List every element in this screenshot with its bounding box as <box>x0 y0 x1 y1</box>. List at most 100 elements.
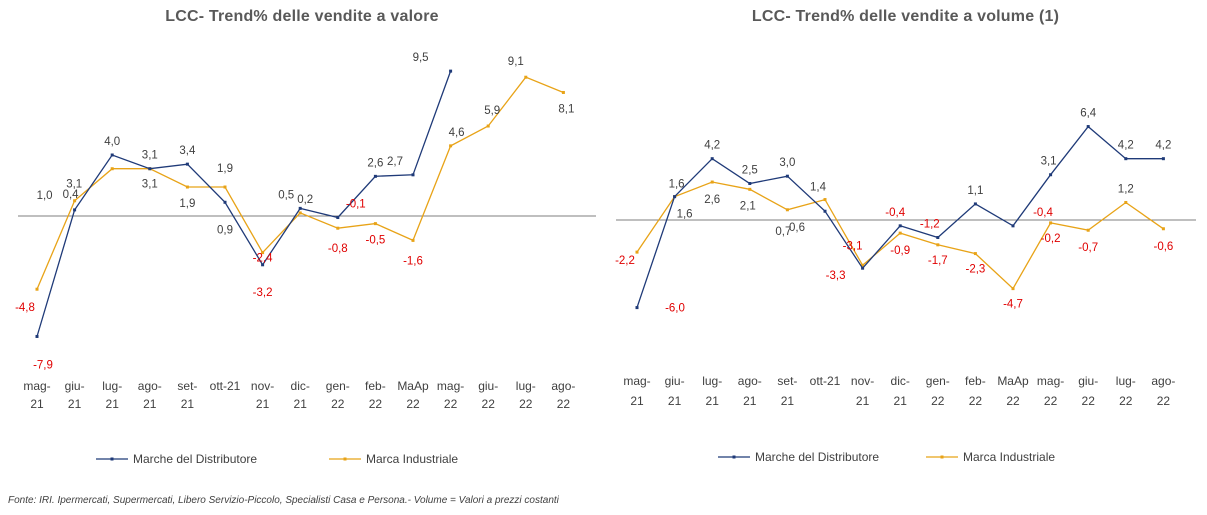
data-point <box>373 174 377 178</box>
data-point <box>223 200 227 204</box>
data-label: 1,1 <box>967 185 983 197</box>
data-point <box>1124 157 1128 161</box>
data-point <box>635 250 639 254</box>
data-label: 4,0 <box>104 136 120 148</box>
x-tick-label: giu- <box>478 379 498 393</box>
data-point <box>936 243 940 247</box>
x-tick-label: 22 <box>557 397 571 411</box>
data-point <box>110 153 114 157</box>
data-label: -6,0 <box>665 303 685 315</box>
x-tick-label: mag- <box>23 379 50 393</box>
x-tick-label: lug- <box>702 374 722 388</box>
x-tick-label: feb- <box>365 379 386 393</box>
legend-label: Marca Industriale <box>366 452 458 466</box>
x-tick-label: ott-21 <box>810 374 841 388</box>
x-tick-label: dic- <box>291 379 310 393</box>
chart-title: LCC- Trend% delle vendite a valore <box>165 8 439 25</box>
data-label: -4,7 <box>1003 299 1023 311</box>
data-point <box>449 69 453 73</box>
data-label: 1,9 <box>217 163 233 175</box>
x-tick-label: 22 <box>1082 394 1096 408</box>
x-tick-label: 22 <box>931 394 945 408</box>
data-point <box>1161 157 1165 161</box>
data-label: -4,8 <box>15 302 35 314</box>
data-label: 0,4 <box>63 189 80 201</box>
x-tick-label: giu- <box>665 374 685 388</box>
legend-label: Marche del Distributore <box>755 450 879 464</box>
data-label: 5,9 <box>484 105 500 117</box>
data-point <box>673 195 677 199</box>
x-tick-label: giu- <box>1078 374 1098 388</box>
data-point <box>1011 287 1015 291</box>
data-label: -7,9 <box>33 359 53 371</box>
data-label: 1,6 <box>677 209 693 221</box>
x-tick-label: lug- <box>516 379 536 393</box>
data-label: 2,5 <box>742 165 758 177</box>
data-label: 4,2 <box>704 140 720 152</box>
data-point <box>449 144 453 148</box>
data-label: -0,9 <box>890 245 910 257</box>
legend-marker <box>732 455 736 459</box>
data-point <box>973 202 977 206</box>
data-label: 1,6 <box>669 179 685 191</box>
chart-valore-plot: mag- 21 giu- 21 lug- 21 ago- 21 set- 21 ott-21 nov-… <box>15 52 596 466</box>
data-point <box>298 211 302 215</box>
x-tick-label: 21 <box>256 397 270 411</box>
data-label: 0,6 <box>789 222 805 234</box>
data-label: -1,7 <box>928 255 948 267</box>
x-tick-label: 22 <box>969 394 983 408</box>
data-label: 0,5 <box>278 189 294 201</box>
chart-volume: LCC- Trend% delle vendite a volume (1) m… <box>604 0 1207 480</box>
x-tick-label: mag- <box>623 374 650 388</box>
data-label: 0,7 <box>775 226 791 238</box>
x-tick-label: lug- <box>102 379 122 393</box>
x-tick-label: set- <box>777 374 797 388</box>
data-label: -3,2 <box>253 287 273 299</box>
data-label: 9,1 <box>508 56 524 68</box>
data-point <box>748 182 752 185</box>
data-point <box>861 266 865 270</box>
data-point <box>486 124 490 128</box>
x-tick-label: 22 <box>1157 394 1171 408</box>
data-point <box>73 208 77 212</box>
x-tick-label: dic- <box>891 374 910 388</box>
data-label: 4,2 <box>1118 140 1134 152</box>
data-point <box>861 263 865 267</box>
x-tick-label: 21 <box>294 397 308 411</box>
data-label: -2,3 <box>965 264 985 276</box>
data-label: -0,7 <box>1078 242 1098 254</box>
legend-label: Marche del Distributore <box>133 452 257 466</box>
data-point <box>261 251 265 255</box>
data-point <box>336 216 340 220</box>
data-label: 2,1 <box>740 200 756 212</box>
data-label: 3,1 <box>142 150 158 162</box>
x-tick-label: set- <box>177 379 197 393</box>
data-point <box>110 167 114 171</box>
x-tick-label: 21 <box>68 397 82 411</box>
x-tick-label: 21 <box>856 394 870 408</box>
x-tick-label: 21 <box>630 394 644 408</box>
data-point <box>785 208 789 212</box>
data-point <box>898 231 902 235</box>
data-point <box>261 263 265 267</box>
data-label: -3,1 <box>843 240 863 252</box>
data-point <box>35 334 39 338</box>
data-label: -0,4 <box>1033 207 1053 219</box>
data-label: 3,4 <box>179 145 196 157</box>
data-label: -0,5 <box>365 235 385 247</box>
data-label: -0,4 <box>885 207 905 219</box>
x-tick-label: ago- <box>138 379 162 393</box>
data-label: -2,2 <box>615 255 635 267</box>
data-point <box>1124 200 1128 204</box>
footnote: Fonte: IRI. Ipermercati, Supermercati, L… <box>8 495 559 506</box>
x-tick-label: 22 <box>331 397 345 411</box>
data-point <box>1086 125 1090 129</box>
x-tick-label: 21 <box>106 397 120 411</box>
data-label: 3,1 <box>142 179 158 191</box>
data-point <box>823 209 827 213</box>
data-label: -0,2 <box>1041 233 1061 245</box>
data-label: -2,4 <box>253 253 273 265</box>
x-tick-label: 21 <box>181 397 195 411</box>
data-point <box>973 252 977 256</box>
data-label: 3,0 <box>779 157 795 169</box>
